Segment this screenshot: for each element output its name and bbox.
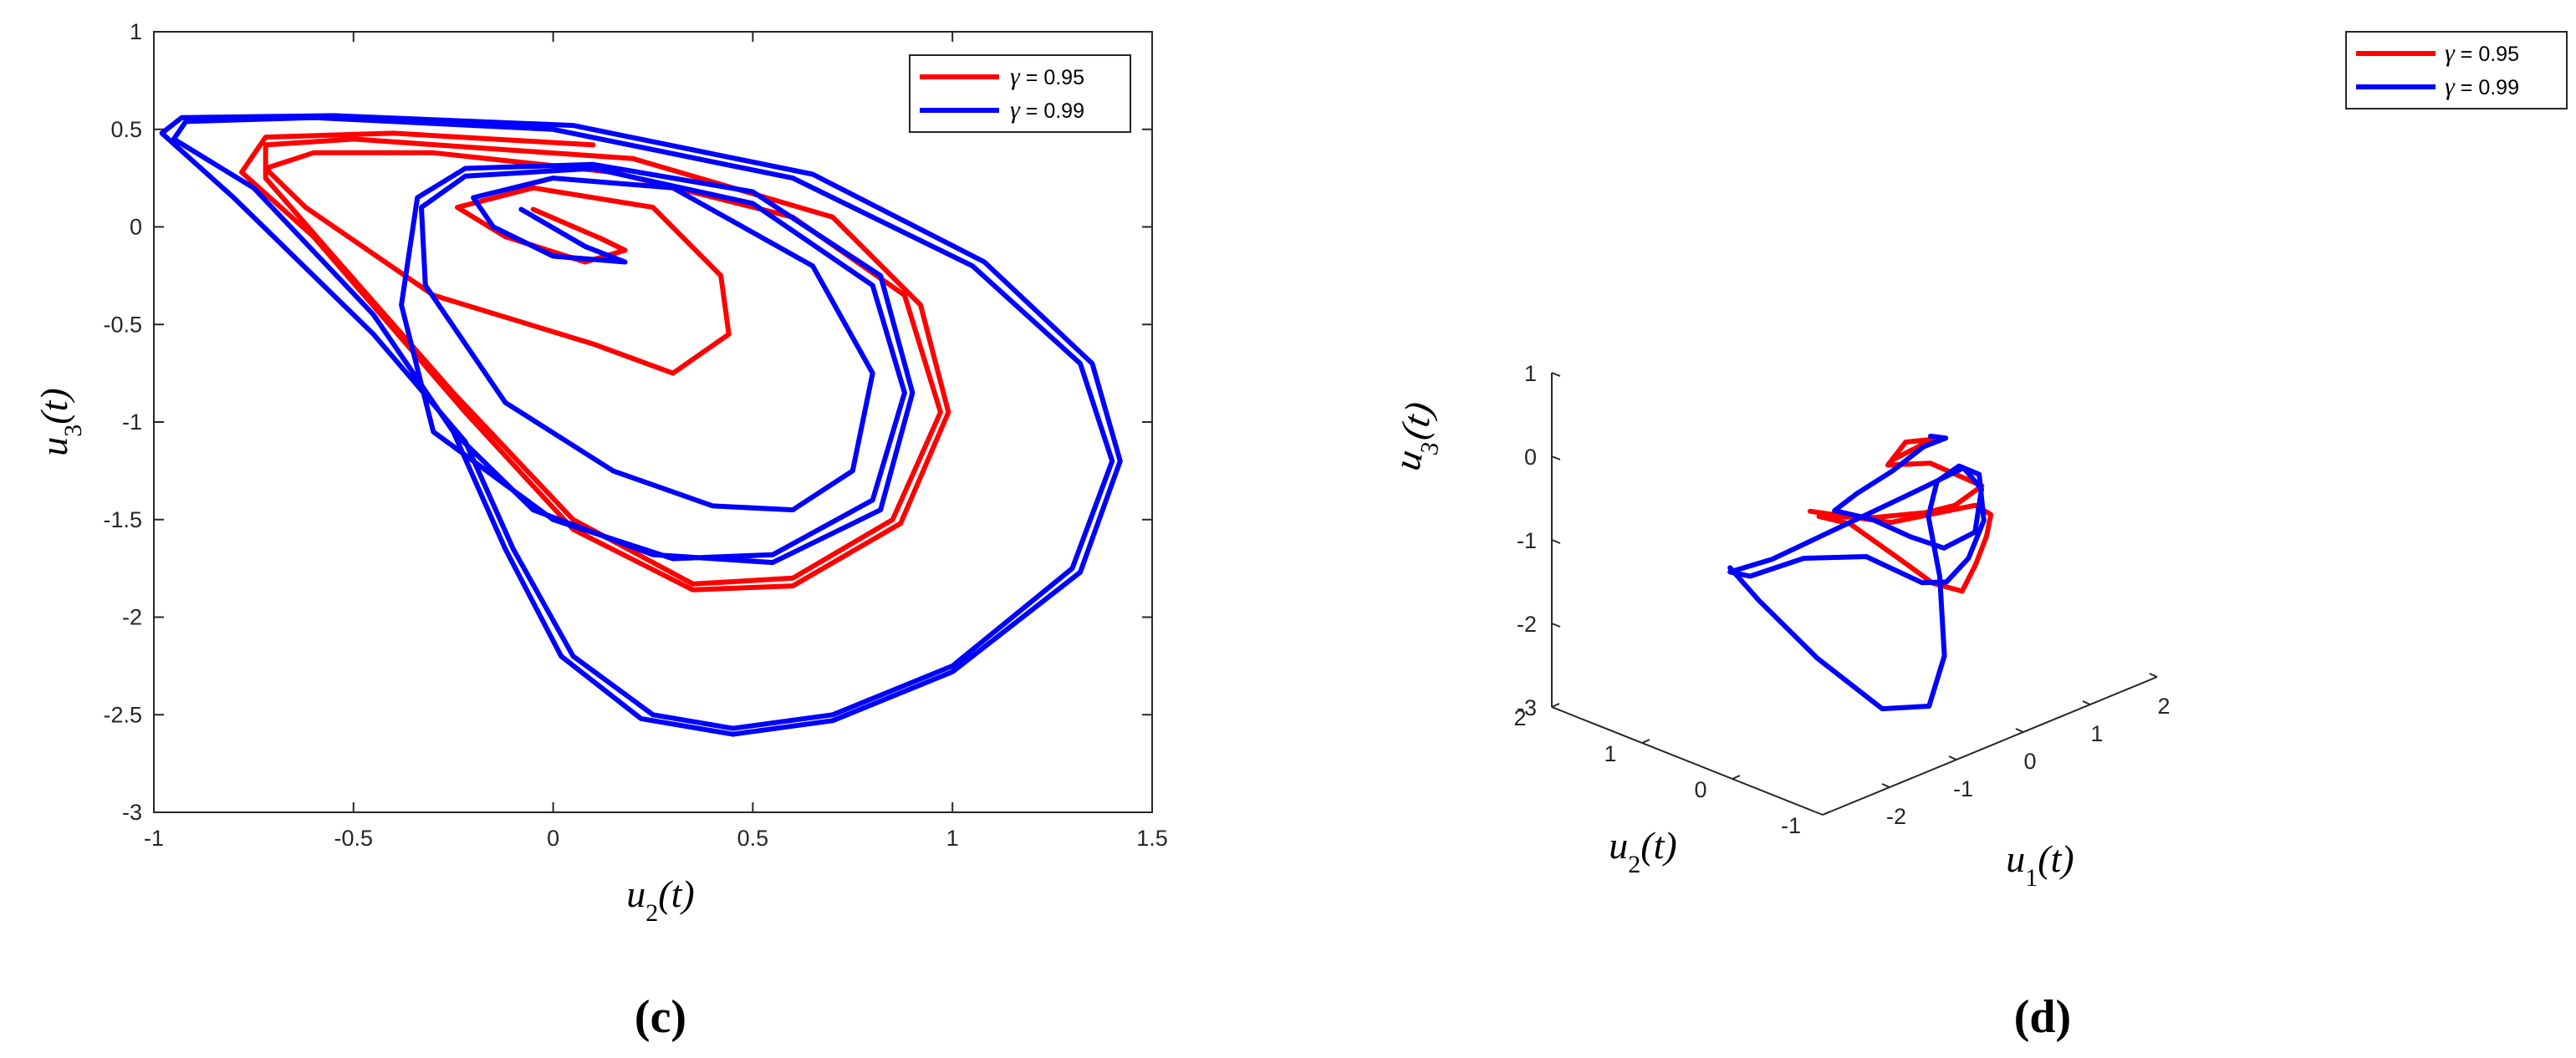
panel-d-xtick-mark-3 <box>2082 700 2091 705</box>
panel-c-ytick-label-6: 0 <box>130 215 142 240</box>
panel-d-legend-label-1: γ = 0.99 <box>2445 73 2519 100</box>
panel-d-ytick-label-3: 2 <box>1513 705 1526 730</box>
panel-d-axes <box>1551 373 2158 816</box>
panel-c-ylabel: u3(t) <box>33 388 87 455</box>
panel-d-xtick-label-3: 1 <box>2090 721 2103 746</box>
panel-d-zlabel-text: u2(t) <box>1609 824 1676 878</box>
panel-c-legend-label-0: γ = 0.95 <box>1010 63 1084 90</box>
panel-c-ytick-label-0: -3 <box>122 800 142 825</box>
panel-d-ztick-mark-0 <box>1551 706 1561 711</box>
panel-d-ztick-mark-1 <box>1551 623 1561 628</box>
panel-d-xtick-label-4: 2 <box>2157 694 2170 719</box>
panel-d-ytick-mark-0 <box>1822 811 1831 816</box>
panel-c-ticks: -1 -0.5 0 0.5 1 1.5 -3 -2.5 -2 -1.5 -1 -0.5 0 0.5 1 <box>103 19 1167 851</box>
panel-d-xtick-mark-1 <box>1948 755 1957 760</box>
panel-d-ztick-mark-2 <box>1551 539 1561 544</box>
panel-d-xtick-label-1: -1 <box>1953 776 1973 801</box>
panel-d-legend-box <box>2345 31 2568 109</box>
panel-c-xtick-label-5: 1.5 <box>1136 826 1168 851</box>
panel-d-ylabel-text: u3(t) <box>1385 399 1451 476</box>
panel-d-xtick-label-0: -2 <box>1886 804 1906 829</box>
panel-c-label: (c) <box>635 991 686 1043</box>
panel-c-legend: γ = 0.95 γ = 0.99 <box>909 54 1131 133</box>
panel-c-ytick-label-7: 0.5 <box>110 117 142 142</box>
panel-d-legend-label-0: γ = 0.95 <box>2445 39 2519 67</box>
panel-c-ylabel-text: u3(t) <box>33 388 87 455</box>
panel-d-ztick-label-0: -3 <box>1517 695 1537 720</box>
panel-c-xtick-label-3: 0.5 <box>737 826 769 851</box>
panel-c-ytick-label-2: -2 <box>122 605 142 630</box>
panel-d-xlabel-text: u1(t) <box>2006 837 2074 892</box>
panel-d-ztick-label-3: 0 <box>1524 445 1537 470</box>
panel-c-xtick-label-1: -0.5 <box>334 826 374 851</box>
panel-d-xtick-label-2: 0 <box>2023 749 2036 774</box>
panel-d-xtick-mark-2 <box>2015 728 2024 733</box>
panel-c-xlabel: u2(t) <box>626 872 694 927</box>
panel-d-label: (d) <box>2014 991 2071 1043</box>
panel-c-xtick-label-0: -1 <box>144 826 164 851</box>
panel-d-ytick-mark-1 <box>1732 775 1741 780</box>
panel-d-ytick-label-2: 1 <box>1604 741 1616 766</box>
panel-d-ytick-mark-2 <box>1641 739 1650 744</box>
panel-c-plot: -1 -0.5 0 0.5 1 1.5 -3 -2.5 -2 -1.5 -1 -0.5 0 0.5 1 u2… <box>33 19 1168 1043</box>
panel-d-xtick-mark-4 <box>2149 673 2158 678</box>
panel-c-series-line-0 <box>239 130 951 593</box>
panel-d-ztick-mark-3 <box>1551 455 1561 460</box>
panel-d-ytick-label-0: -1 <box>1781 813 1801 838</box>
panel-c-ytick-label-3: -1.5 <box>103 507 142 532</box>
panel-c-series-group <box>159 113 1123 737</box>
panel-c-ytick-label-5: -0.5 <box>103 312 142 337</box>
panel-d-ztick-mark-4 <box>1551 372 1561 377</box>
panel-d-axis-x <box>1822 676 2158 816</box>
panel-c-series-line-1 <box>159 113 1123 737</box>
panel-c-xlabel-text: u2(t) <box>626 872 694 927</box>
panel-d-axis-labels: u1(t) u2(t) u3(t) <box>1385 399 2074 892</box>
panel-d-series-group <box>1727 433 1994 712</box>
panel-c-ytick-label-1: -2.5 <box>103 702 142 727</box>
panel-c-legend-label-1: γ = 0.99 <box>1010 96 1084 124</box>
panel-c-ytick-label-8: 1 <box>130 19 142 44</box>
panel-c-xtick-label-4: 1 <box>946 826 959 851</box>
panel-c-ytick-label-4: -1 <box>122 409 142 435</box>
panel-d-ztick-label-2: -1 <box>1517 528 1537 553</box>
panel-d-ytick-label-1: 0 <box>1694 777 1706 802</box>
panel-c-legend-box <box>909 54 1131 133</box>
panel-d-axis-y <box>1551 706 1824 816</box>
panel-c-axes-box <box>153 31 1153 813</box>
panel-d-xtick-mark-0 <box>1881 783 1890 788</box>
panel-d-series-line-1 <box>1727 433 1987 712</box>
panel-d-legend: γ = 0.95 γ = 0.99 <box>2345 31 2568 109</box>
panel-d-ztick-label-1: -2 <box>1517 612 1537 637</box>
panel-c-xtick-label-2: 0 <box>547 826 559 851</box>
panel-d-ztick-label-4: 1 <box>1524 361 1537 386</box>
panel-d-ytick-mark-3 <box>1551 703 1560 708</box>
